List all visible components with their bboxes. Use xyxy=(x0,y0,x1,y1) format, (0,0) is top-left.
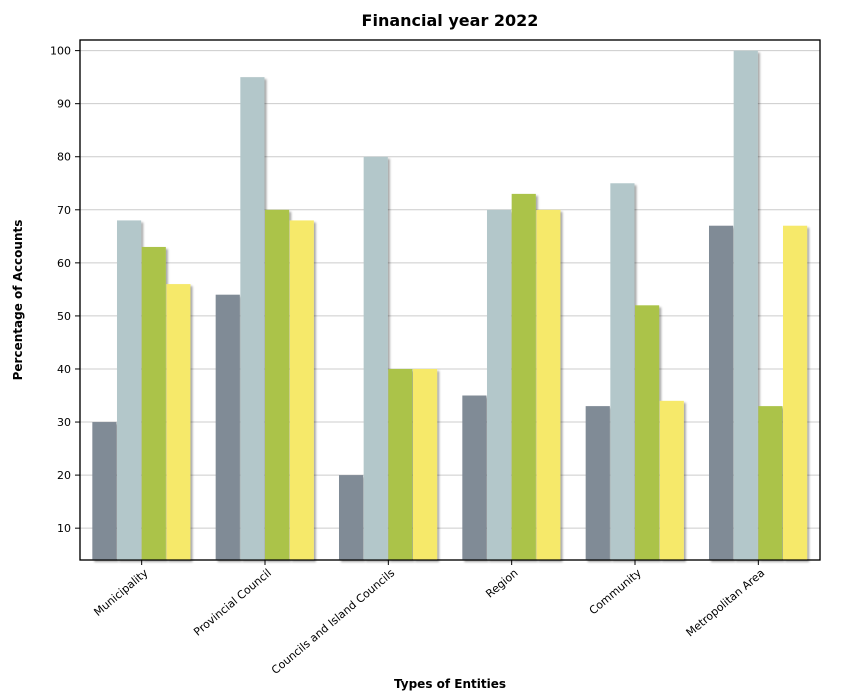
y-tick-label: 60 xyxy=(57,257,71,270)
bar-series-d xyxy=(536,210,560,560)
bar-series-b xyxy=(364,157,388,560)
bar-series-c xyxy=(265,210,289,560)
chart-title: Financial year 2022 xyxy=(362,11,539,30)
bar-series-d xyxy=(660,401,684,560)
y-tick-label: 20 xyxy=(57,469,71,482)
bar-series-b xyxy=(240,77,264,560)
bar-series-d xyxy=(783,226,807,560)
bar-series-a xyxy=(586,406,610,560)
bar-series-a xyxy=(92,422,116,560)
y-tick-label: 30 xyxy=(57,416,71,429)
bar-series-a xyxy=(462,396,486,560)
y-tick-label: 70 xyxy=(57,204,71,217)
x-axis-label: Types of Entities xyxy=(394,677,506,691)
y-tick-label: 80 xyxy=(57,151,71,164)
y-tick-label: 90 xyxy=(57,98,71,111)
bar-series-d xyxy=(413,369,437,560)
bar-series-b xyxy=(610,183,634,560)
bar-series-d xyxy=(290,220,314,560)
bar-series-c xyxy=(512,194,536,560)
bar-series-d xyxy=(166,284,190,560)
bar-series-c xyxy=(635,305,659,560)
y-tick-label: 10 xyxy=(57,522,71,535)
bar-series-c xyxy=(388,369,412,560)
chart-stage: 102030405060708090100MunicipalityProvinc… xyxy=(0,0,850,700)
y-tick-label: 50 xyxy=(57,310,71,323)
bar-series-b xyxy=(487,210,511,560)
bar-series-c xyxy=(758,406,782,560)
bar-series-b xyxy=(734,51,758,560)
bar-series-a xyxy=(339,475,363,560)
bar-series-a xyxy=(216,295,240,560)
y-tick-label: 40 xyxy=(57,363,71,376)
y-tick-label: 100 xyxy=(50,45,71,58)
bar-series-a xyxy=(709,226,733,560)
y-axis-label: Percentage of Accounts xyxy=(11,220,25,381)
bar-series-b xyxy=(117,220,141,560)
bar-series-c xyxy=(142,247,166,560)
chart-svg: 102030405060708090100MunicipalityProvinc… xyxy=(0,0,850,700)
